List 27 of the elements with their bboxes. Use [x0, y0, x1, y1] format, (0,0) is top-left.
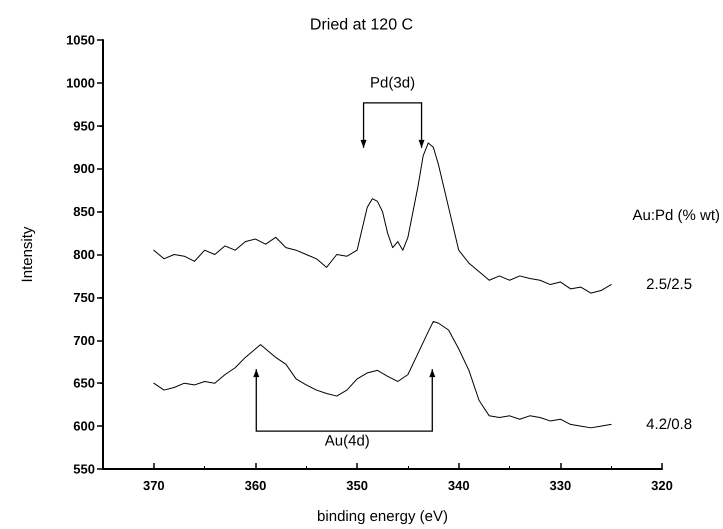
y-tick-label: 750 — [73, 290, 95, 305]
x-tick-label: 320 — [651, 478, 673, 493]
x-tick-label: 360 — [244, 478, 266, 493]
text: 4.2/0.8 — [646, 416, 692, 433]
y-tick-label: 1050 — [66, 32, 95, 48]
y-tick-label: 650 — [73, 376, 95, 391]
x-tick-label: 370 — [142, 478, 165, 493]
text: 2.5/2.5 — [646, 276, 692, 294]
y-tick-label: 800 — [73, 247, 95, 262]
line-series — [153, 142, 612, 294]
legend-title: Au:Pd (% wt) — [632, 207, 720, 224]
annotation: Au(4d) — [324, 432, 370, 450]
y-tick-label: 600 — [73, 418, 95, 434]
y-tick-label: 550 — [73, 462, 95, 476]
y-axis-title: Intensity — [19, 226, 36, 282]
y-tick-label: 1000 — [66, 75, 95, 90]
y-tick-label: 700 — [73, 332, 95, 348]
y-tick-label: 900 — [73, 161, 95, 176]
x-tick-label: 330 — [550, 478, 572, 493]
y-tick-label: 850 — [73, 204, 95, 220]
line-series — [153, 320, 612, 428]
chart-title: Dried at 120 C — [310, 16, 414, 34]
annotation: Pd(3d) — [370, 74, 416, 92]
x-tick-label: 340 — [448, 478, 470, 493]
x-axis-title: binding energy (eV) — [317, 508, 448, 525]
y-tick-label: 950 — [73, 118, 95, 134]
x-tick-label: 350 — [346, 478, 368, 493]
